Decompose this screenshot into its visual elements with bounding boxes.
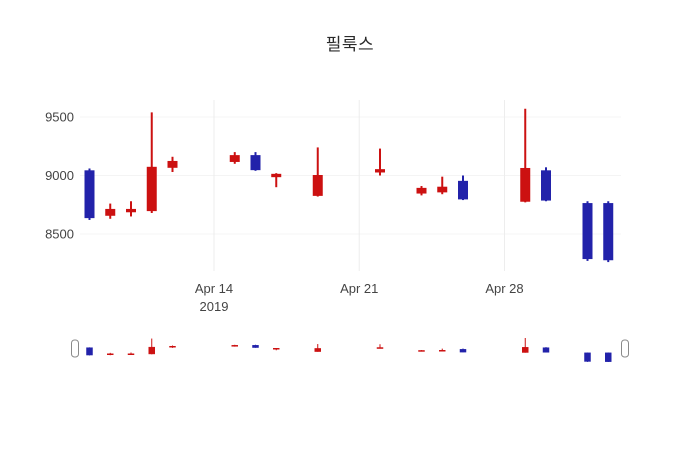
mini-candle-body xyxy=(107,353,114,356)
mini-candle-body xyxy=(584,352,591,362)
mini-candle-body xyxy=(86,347,93,356)
rangeslider-candlestick xyxy=(459,348,467,353)
mini-candle-body xyxy=(542,347,550,353)
x-tick-year-label: 2019 xyxy=(200,299,229,314)
rangeslider-candlestick xyxy=(107,352,114,356)
rangeslider-candlestick xyxy=(273,348,280,351)
x-tick-label: Apr 28 xyxy=(485,281,523,296)
rangeslider-candlestick xyxy=(169,345,176,348)
rangeslider-candlestick xyxy=(86,347,93,356)
candle-body xyxy=(603,203,614,261)
candlestick xyxy=(167,156,178,172)
mini-candle-body xyxy=(439,350,446,352)
mini-candle-body xyxy=(231,345,238,347)
rangeslider-candlestick xyxy=(314,344,321,352)
mini-candle-body xyxy=(376,347,384,349)
candlestick xyxy=(271,173,282,188)
mini-candle-body xyxy=(252,345,259,348)
candlestick xyxy=(458,175,468,201)
candlestick xyxy=(250,152,261,171)
mini-candle-body xyxy=(522,347,529,353)
candle-body xyxy=(250,155,261,171)
mini-candle-body xyxy=(418,350,425,352)
candlestick xyxy=(312,147,323,197)
candle-body xyxy=(458,180,468,200)
candlestick xyxy=(603,201,614,263)
rangeslider-candlestick xyxy=(148,338,155,355)
rangeslider-candlestick xyxy=(231,344,238,347)
candle-body xyxy=(229,155,240,162)
candlestick xyxy=(416,186,427,196)
candle-body xyxy=(126,208,136,213)
candle-body xyxy=(541,170,551,201)
candle-body xyxy=(271,173,282,178)
rangeslider-candlestick xyxy=(418,350,425,352)
candlestick xyxy=(541,167,551,202)
mini-candle-body xyxy=(459,349,467,353)
rangeslider-candlestick xyxy=(522,338,529,353)
candlestick xyxy=(520,108,531,203)
mini-candle-body xyxy=(605,352,612,362)
candlestick xyxy=(437,176,448,195)
mini-candle-body xyxy=(127,353,135,356)
rangeslider-candlestick xyxy=(584,352,591,362)
candlestick xyxy=(84,168,95,220)
candlestick xyxy=(105,203,116,219)
y-tick-label: 9500 xyxy=(45,110,74,125)
candle-body xyxy=(105,208,116,216)
mini-candle-body xyxy=(148,346,155,355)
rangeslider-candlestick xyxy=(605,352,612,362)
x-tick-label: Apr 21 xyxy=(340,281,378,296)
x-tick-label: Apr 14 xyxy=(195,281,233,296)
candle-body xyxy=(167,160,178,168)
candle-body xyxy=(437,186,448,193)
candle-body xyxy=(312,175,323,196)
candle-body xyxy=(582,203,593,260)
rangeslider-candlestick xyxy=(542,347,550,353)
chart-title: 필룩스 xyxy=(325,35,375,54)
rangeslider-handle-left[interactable] xyxy=(71,339,79,358)
candlestick xyxy=(582,201,593,261)
rangeslider[interactable] xyxy=(75,331,625,367)
candlestick xyxy=(126,201,136,217)
mini-candle-body xyxy=(314,348,321,352)
mini-candle-body xyxy=(169,345,176,348)
candle-body xyxy=(416,187,427,194)
candle-body xyxy=(375,169,385,173)
rangeslider-candlestick xyxy=(376,344,384,349)
rangeslider-handle-right[interactable] xyxy=(621,339,629,358)
mini-candle-body xyxy=(273,348,280,350)
rangeslider-candlestick xyxy=(127,352,135,356)
candlestick xyxy=(375,148,385,176)
candlestick xyxy=(229,152,240,164)
rangeslider-candlestick xyxy=(252,344,259,348)
y-tick-label: 9000 xyxy=(45,168,74,183)
y-tick-label: 8500 xyxy=(45,227,74,242)
candlestick xyxy=(146,112,157,213)
rangeslider-candlestick xyxy=(439,348,446,352)
candle-body xyxy=(84,170,95,219)
candle-body xyxy=(520,167,531,202)
candle-body xyxy=(146,166,157,212)
